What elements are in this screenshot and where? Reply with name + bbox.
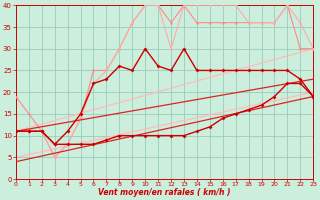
X-axis label: Vent moyen/en rafales ( km/h ): Vent moyen/en rafales ( km/h ) (98, 188, 231, 197)
